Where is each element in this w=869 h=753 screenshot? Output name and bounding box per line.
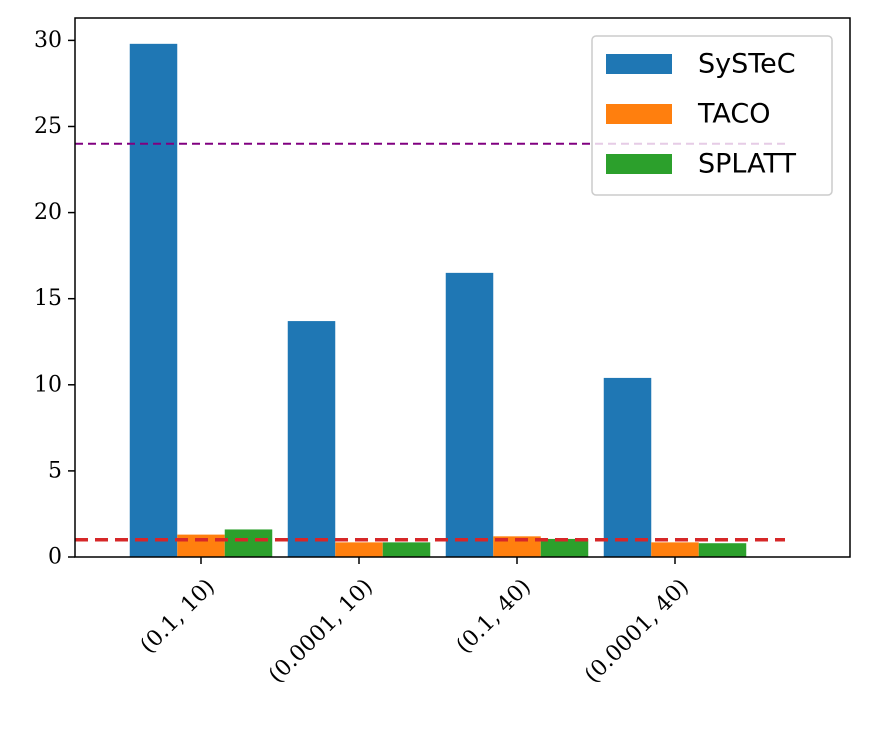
plot-frame	[74, 17, 851, 558]
bar-systec-3	[603, 377, 652, 557]
legend: SySTeC TACO SPLATT	[591, 35, 833, 196]
bar-splatt-1	[382, 542, 431, 557]
y-tick-label-0: 0	[48, 545, 62, 570]
bar-systec-2	[445, 272, 494, 557]
y-tick-label-5: 5	[48, 458, 62, 483]
legend-swatch-systec	[606, 54, 672, 74]
legend-label-systec: SySTeC	[698, 49, 796, 80]
bar-taco-0	[177, 534, 225, 557]
y-tick-label-30: 30	[34, 28, 62, 53]
bar-systec-0	[129, 43, 178, 557]
bar-taco-1	[335, 542, 383, 557]
legend-label-taco: TACO	[697, 99, 771, 130]
y-tick-label-15: 15	[34, 286, 62, 311]
bar-splatt-0	[224, 529, 273, 557]
y-tick-label-20: 20	[34, 200, 62, 225]
bar-splatt-2	[540, 538, 589, 557]
y-tick-label-25: 25	[34, 114, 62, 139]
legend-label-splatt: SPLATT	[698, 149, 796, 180]
bars-group	[129, 43, 747, 557]
bar-systec-1	[287, 321, 336, 557]
y-tick-label-10: 10	[34, 372, 62, 397]
legend-swatch-splatt	[606, 154, 672, 174]
bar-splatt-3	[698, 543, 747, 557]
bar-taco-3	[651, 542, 699, 557]
legend-swatch-taco	[606, 104, 672, 124]
